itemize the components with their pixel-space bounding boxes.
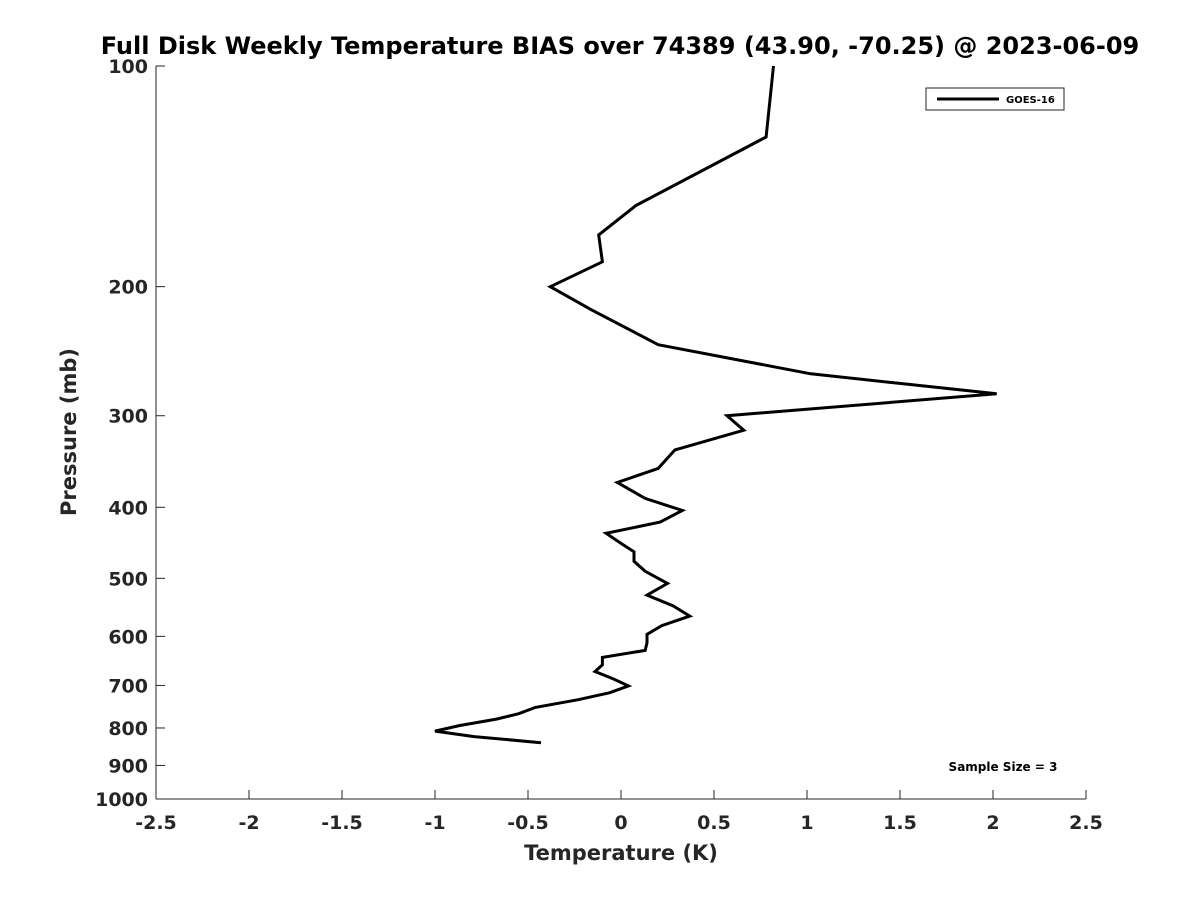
- x-tick-label: 2: [986, 812, 999, 834]
- x-tick-label: 0.5: [697, 812, 731, 834]
- legend: GOES-16: [925, 87, 1065, 111]
- x-tick-label: 1.5: [883, 812, 917, 834]
- series-layer: [434, 65, 997, 745]
- x-axis-label: Temperature (K): [524, 841, 718, 865]
- y-tick-label: 300: [108, 406, 148, 428]
- x-tick-label: 0: [614, 812, 627, 834]
- series-line-goes-16: [434, 65, 997, 745]
- x-tick-label: -1.5: [321, 812, 363, 834]
- x-tick-label: -2.5: [135, 812, 177, 834]
- y-ticks: 100 200 300 400 500 600 700 800 900 1000: [95, 56, 165, 811]
- x-tick-label: 2.5: [1069, 812, 1103, 834]
- x-tick-label: -2: [238, 812, 259, 834]
- x-ticks: -2.5 -2 -1.5 -1 -0.5 0 0.5 1 1.5 2 2.5: [135, 790, 1103, 834]
- y-tick-label: 600: [108, 626, 148, 648]
- chart-title: Full Disk Weekly Temperature BIAS over 7…: [101, 32, 1140, 60]
- y-tick-label: 1000: [95, 789, 148, 811]
- y-tick-label: 900: [108, 755, 148, 777]
- y-tick-label: 400: [108, 497, 148, 519]
- x-tick-label: -1: [424, 812, 445, 834]
- y-tick-label: 700: [108, 675, 148, 697]
- x-tick-label: -0.5: [507, 812, 549, 834]
- y-axis-label: Pressure (mb): [57, 348, 81, 516]
- x-tick-label: 1: [800, 812, 813, 834]
- y-tick-label: 500: [108, 568, 148, 590]
- y-tick-label: 200: [108, 277, 148, 299]
- sample-size-annotation: Sample Size = 3: [949, 760, 1058, 774]
- y-tick-label: 100: [108, 56, 148, 78]
- y-tick-label: 800: [108, 718, 148, 740]
- legend-label-goes-16: GOES-16: [1006, 95, 1055, 106]
